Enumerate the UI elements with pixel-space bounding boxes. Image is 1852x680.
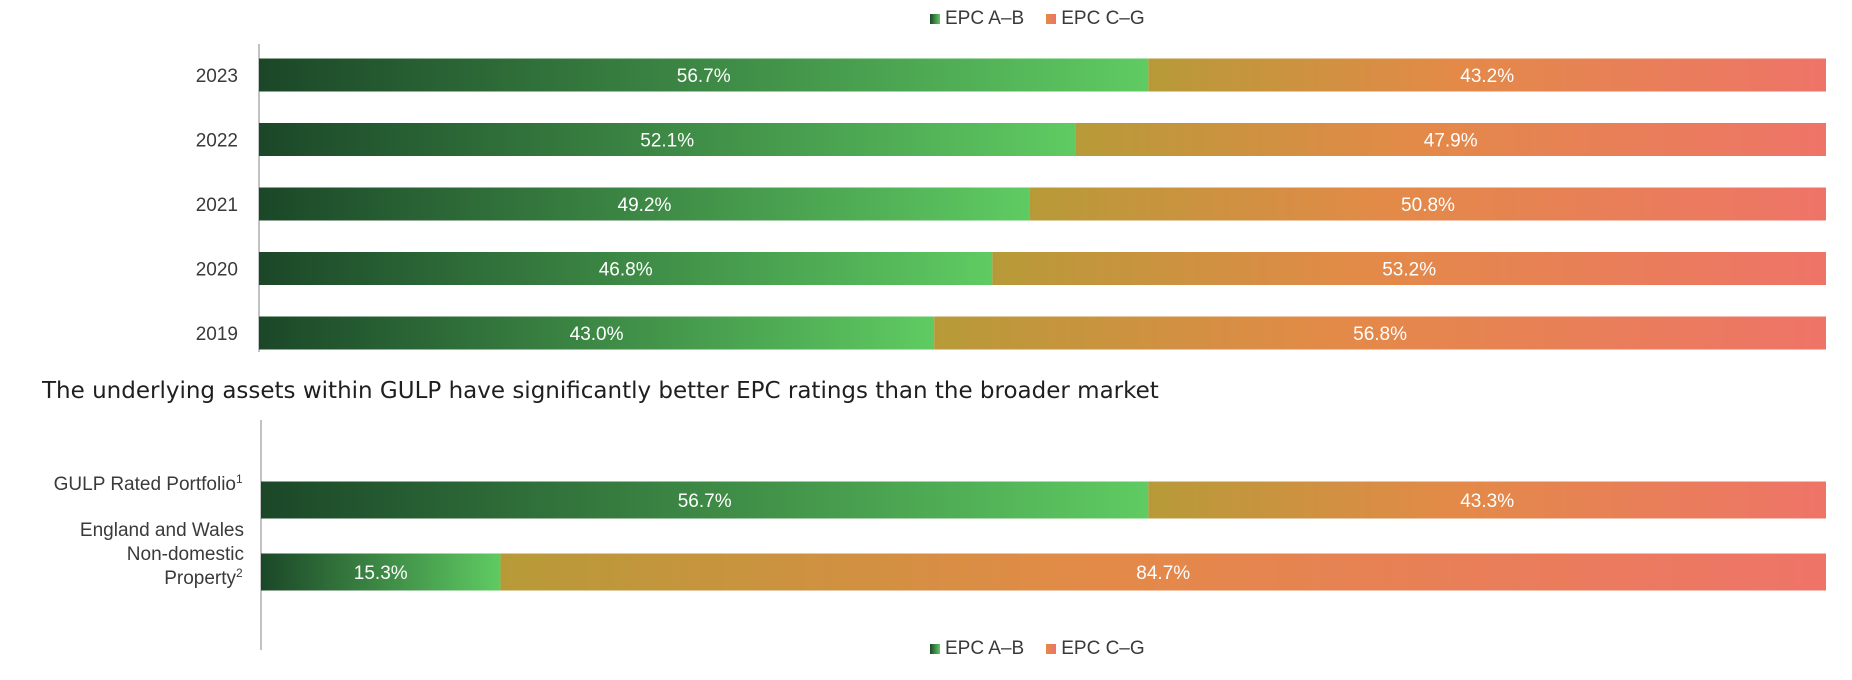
value-label-ab: 43.0% (570, 324, 624, 345)
category-label: 2020 (196, 260, 238, 281)
value-label-ab: 46.8% (599, 260, 653, 281)
bar-epc-ab (259, 123, 1076, 156)
legend-item-cg: EPC C–G (1046, 8, 1145, 30)
bar-epc-ab (261, 553, 501, 591)
value-label-cg: 84.7% (1136, 563, 1190, 584)
bar-epc-ab (259, 187, 1030, 221)
legend-swatch-ab (930, 14, 940, 24)
value-label-cg: 43.2% (1460, 66, 1514, 87)
category-label-line: Non-domestic (127, 544, 244, 565)
value-label-ab: 52.1% (640, 131, 694, 152)
bar-epc-cg (1148, 481, 1826, 519)
value-label-ab: 56.7% (678, 491, 732, 512)
bar-epc-cg (992, 252, 1826, 285)
legend-label-ab: EPC A–B (945, 8, 1025, 29)
bar-epc-cg (1029, 187, 1826, 221)
legend-label-cg: EPC C–G (1061, 8, 1145, 29)
bar-epc-ab (261, 481, 1149, 519)
bar-epc-cg (1075, 123, 1826, 156)
category-label-superscript: 1 (236, 472, 243, 486)
value-label-ab: 49.2% (618, 195, 672, 216)
legend-item-ab: EPC A–B (930, 638, 1024, 660)
legend-top: EPC A–B EPC C–G (930, 8, 1145, 30)
category-label-line: Property (164, 568, 236, 589)
value-label-cg: 50.8% (1401, 195, 1455, 216)
value-label-cg: 53.2% (1382, 260, 1436, 281)
value-label-cg: 56.8% (1353, 324, 1407, 345)
bar-epc-cg (500, 553, 1826, 591)
legend-item-cg: EPC C–G (1046, 638, 1145, 660)
category-label-line: GULP Rated Portfolio (54, 474, 236, 495)
legend-swatch-cg (1046, 14, 1057, 24)
bar-epc-cg (934, 316, 1826, 350)
value-label-ab: 15.3% (354, 563, 408, 584)
bar-epc-ab (259, 58, 1149, 92)
legend-swatch-cg (1046, 644, 1057, 654)
category-label: 2022 (196, 131, 238, 152)
legend-swatch-ab (930, 644, 940, 654)
legend-label-cg: EPC C–G (1061, 638, 1145, 659)
bar-epc-cg (1148, 58, 1826, 92)
bar-epc-ab (259, 316, 935, 350)
value-label-cg: 47.9% (1424, 131, 1478, 152)
category-label: 2021 (196, 195, 238, 216)
category-label-superscript: 2 (236, 566, 243, 580)
legend-item-ab: EPC A–B (930, 8, 1024, 30)
bar-epc-ab (259, 252, 993, 285)
value-label-cg: 43.3% (1460, 491, 1514, 512)
value-label-ab: 56.7% (677, 66, 731, 87)
category-label-line: England and Wales (80, 520, 244, 541)
category-label: 2019 (196, 324, 238, 345)
category-label: 2023 (196, 66, 238, 87)
chart-subtitle: The underlying assets within GULP have s… (42, 378, 1159, 404)
legend-bottom: EPC A–B EPC C–G (930, 638, 1145, 660)
legend-label-ab: EPC A–B (945, 638, 1025, 659)
